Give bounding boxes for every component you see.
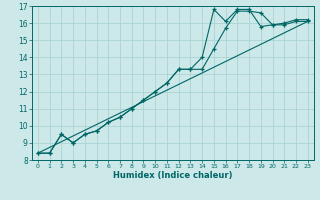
X-axis label: Humidex (Indice chaleur): Humidex (Indice chaleur) xyxy=(113,171,233,180)
